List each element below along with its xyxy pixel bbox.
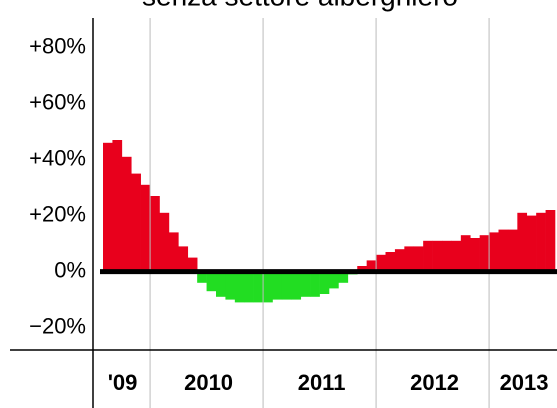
x-tick-label: '09 <box>108 370 138 395</box>
bar <box>460 235 471 272</box>
bar <box>103 142 113 272</box>
bar <box>150 196 160 272</box>
bar <box>385 252 396 272</box>
bar <box>432 240 443 272</box>
bar <box>291 271 302 300</box>
bar <box>498 229 509 272</box>
y-tick-label: +80% <box>29 33 86 58</box>
bar <box>404 246 415 272</box>
bar <box>489 232 499 272</box>
bar <box>121 156 132 272</box>
bar <box>338 271 349 283</box>
bar <box>216 271 226 297</box>
bar <box>413 246 424 272</box>
bar <box>470 238 480 272</box>
y-tick-label: +20% <box>29 201 86 226</box>
bar <box>168 232 179 272</box>
bar <box>112 140 123 272</box>
bar <box>281 271 292 300</box>
chart-title: senza settore alberghiero <box>142 0 458 11</box>
bar <box>310 271 320 297</box>
bar <box>442 240 452 272</box>
bar <box>140 184 151 272</box>
bar <box>234 271 245 303</box>
bar <box>507 229 518 272</box>
bar <box>263 271 273 303</box>
y-tick-label: 0% <box>54 257 86 282</box>
bar <box>206 271 217 292</box>
x-tick-label: 2012 <box>410 370 459 395</box>
bar <box>376 254 386 272</box>
bar <box>272 271 283 300</box>
bar <box>357 266 367 272</box>
bar <box>394 249 405 272</box>
bar <box>244 271 254 303</box>
y-tick-label: +60% <box>29 89 86 114</box>
x-tick-label: 2010 <box>184 370 233 395</box>
bar <box>159 212 170 272</box>
y-tick-label: +40% <box>29 145 86 170</box>
bar <box>479 235 490 272</box>
bar <box>319 271 330 294</box>
bar <box>225 271 236 300</box>
bar <box>178 246 189 272</box>
bar <box>197 271 207 283</box>
bar <box>329 271 339 289</box>
bar <box>366 260 377 272</box>
bar <box>451 240 462 272</box>
bar <box>131 173 141 272</box>
bar <box>253 271 264 303</box>
bar <box>526 215 537 272</box>
x-tick-label: 2013 <box>500 370 549 395</box>
bar <box>536 212 546 272</box>
bar <box>300 271 311 297</box>
bar <box>517 212 528 272</box>
bar <box>545 210 556 272</box>
bar <box>423 240 433 272</box>
bar <box>187 257 198 272</box>
y-tick-label: −20% <box>29 313 86 338</box>
x-tick-label: 2011 <box>298 370 346 395</box>
